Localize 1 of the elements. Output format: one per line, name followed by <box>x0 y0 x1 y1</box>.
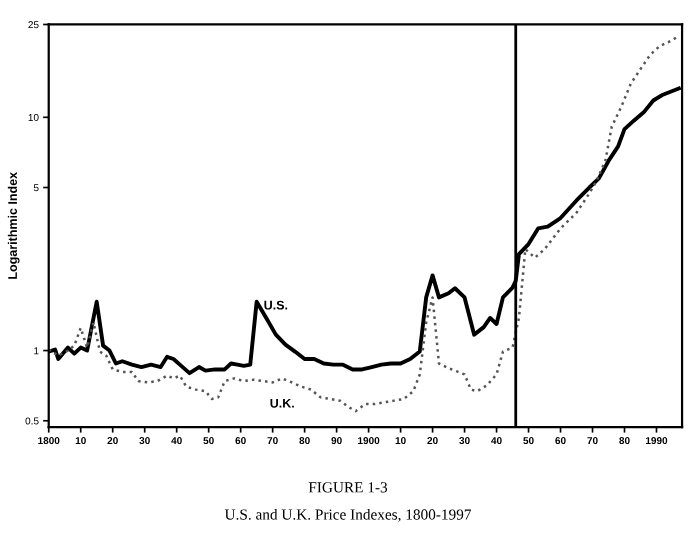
line-series <box>48 34 681 413</box>
